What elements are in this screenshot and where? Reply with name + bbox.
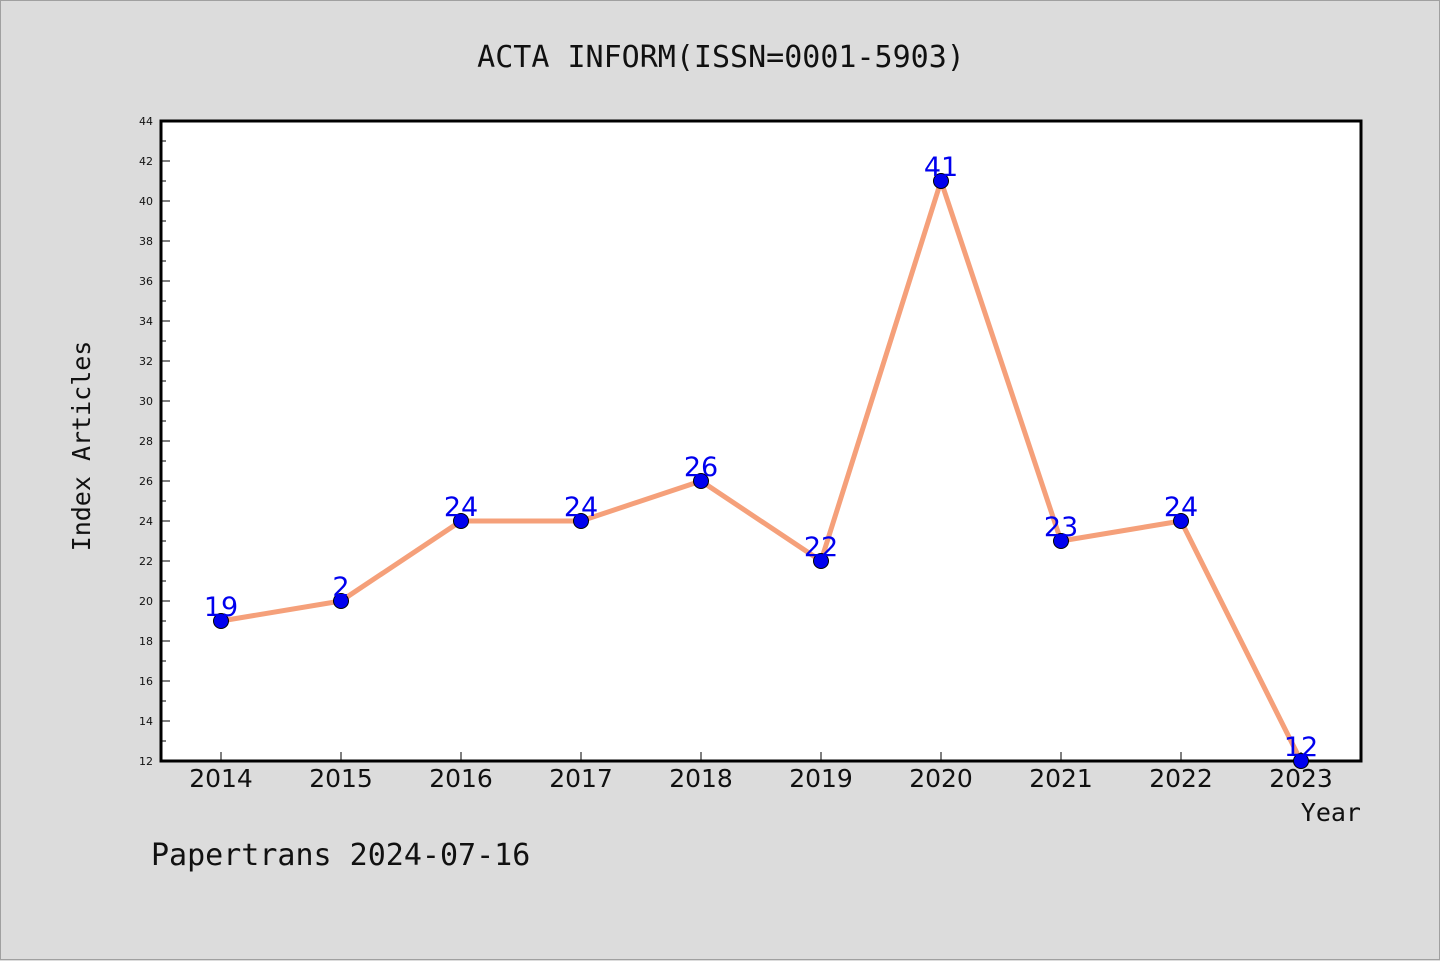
x-tick-label: 2018 xyxy=(669,764,733,793)
data-labels: 19 2 24 24 26 22 41 23 24 12 xyxy=(204,152,1318,763)
y-tick-label: 12 xyxy=(139,755,153,768)
y-tick-label: 38 xyxy=(139,235,153,248)
y-tick-label: 20 xyxy=(139,595,153,608)
data-label: 2 xyxy=(332,572,349,603)
chart-title: ACTA INFORM(ISSN=0001-5903) xyxy=(477,40,965,75)
data-label: 12 xyxy=(1284,732,1318,763)
y-tick-label: 16 xyxy=(139,675,153,688)
y-tick-label: 28 xyxy=(139,435,153,448)
y-tick-label: 18 xyxy=(139,635,153,648)
plot-area xyxy=(159,119,1363,763)
series-line xyxy=(220,178,1304,763)
data-point xyxy=(333,593,349,609)
x-tick-label: 2019 xyxy=(789,764,853,793)
y-tick-label: 32 xyxy=(139,355,153,368)
series-layer xyxy=(213,173,1309,769)
x-tick-label: 2017 xyxy=(549,764,613,793)
data-point xyxy=(1053,533,1069,549)
y-tick-label: 40 xyxy=(139,195,153,208)
data-point xyxy=(573,513,589,529)
footer-credit: Papertrans 2024-07-16 xyxy=(151,838,530,873)
x-tick-label: 2022 xyxy=(1149,764,1213,793)
data-label: 24 xyxy=(1164,492,1198,523)
y-tick-label: 36 xyxy=(139,275,153,288)
data-label: 24 xyxy=(564,492,598,523)
data-point xyxy=(453,513,469,529)
data-point xyxy=(813,553,829,569)
data-point xyxy=(933,173,949,189)
x-axis: 2014 2015 2016 2017 2018 2019 2020 2021 2022 2023 xyxy=(189,752,1333,793)
data-point xyxy=(213,613,229,629)
y-tick-label: 30 xyxy=(139,395,153,408)
y-tick-label: 26 xyxy=(139,475,153,488)
data-label: 22 xyxy=(804,532,838,563)
y-tick-label: 44 xyxy=(139,115,153,128)
x-tick-label: 2021 xyxy=(1029,764,1093,793)
data-label: 41 xyxy=(924,152,958,183)
data-point xyxy=(1293,753,1309,769)
x-axis-title: Year xyxy=(1301,798,1361,827)
y-tick-label: 34 xyxy=(139,315,153,328)
y-axis-title: Index Articles xyxy=(67,341,96,552)
x-tick-label: 2020 xyxy=(909,764,973,793)
data-point xyxy=(693,473,709,489)
data-label: 23 xyxy=(1044,512,1078,543)
y-tick-label: 22 xyxy=(139,555,153,568)
data-point xyxy=(1173,513,1189,529)
x-tick-label: 2016 xyxy=(429,764,493,793)
y-axis: 12 14 16 18 20 22 24 26 28 30 32 34 36 38 40 42 44 xyxy=(139,115,170,768)
y-tick-label: 14 xyxy=(139,715,153,728)
y-tick-label: 24 xyxy=(139,515,153,528)
x-tick-label: 2014 xyxy=(189,764,253,793)
data-label: 24 xyxy=(444,492,478,523)
data-label: 19 xyxy=(204,592,238,623)
y-tick-label: 42 xyxy=(139,155,153,168)
data-label: 26 xyxy=(684,452,718,483)
x-tick-label: 2015 xyxy=(309,764,373,793)
